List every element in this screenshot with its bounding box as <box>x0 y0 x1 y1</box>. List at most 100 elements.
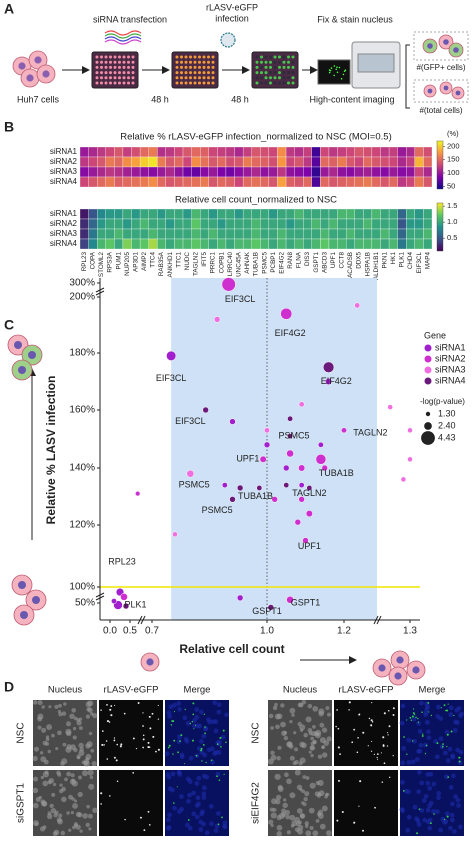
well <box>273 81 277 85</box>
micrograph-spot <box>216 743 219 745</box>
micrograph-texture <box>425 704 430 710</box>
well <box>260 81 263 85</box>
annotation: PSMC5 <box>202 505 233 515</box>
heatmap-cell <box>303 228 312 240</box>
micrograph-spot <box>66 771 72 777</box>
nucleus-icon <box>14 341 22 349</box>
heatmap-cell <box>79 238 89 250</box>
heatmap-cell <box>208 238 218 250</box>
micrograph-texture <box>401 746 407 751</box>
annotation: EIF3CL <box>156 373 187 383</box>
heatmap-cell <box>414 156 424 168</box>
heatmap-cell <box>182 218 192 230</box>
column-label: RAN8 <box>287 252 294 269</box>
well <box>260 65 263 69</box>
heatmap-cell <box>208 166 218 178</box>
heatmap-cell <box>165 238 175 250</box>
micrograph-spot <box>270 823 274 828</box>
heatmap-cell <box>105 156 115 168</box>
heatmap-cell <box>157 146 167 158</box>
micrograph-spot <box>65 721 72 727</box>
heatmap-cell <box>345 176 355 188</box>
micrograph-texture <box>166 825 172 830</box>
heatmap-cell <box>320 146 330 158</box>
micrograph-texture <box>198 827 204 832</box>
well <box>189 65 192 69</box>
micrograph-spot <box>101 730 104 732</box>
column-label: MAP4 <box>424 252 431 270</box>
column-label: IFIT5 <box>201 252 208 267</box>
micrograph-texture <box>452 728 458 733</box>
heatmap-cell <box>260 218 270 230</box>
micrograph-texture <box>187 825 193 831</box>
heatmap-cell <box>388 156 398 168</box>
heatmap-cell <box>191 218 201 230</box>
micrograph-spot <box>276 756 281 761</box>
micrograph-spot <box>314 791 320 797</box>
micrograph-spot <box>387 734 389 736</box>
micrograph-texture <box>196 775 202 781</box>
micrograph-spot <box>105 740 108 742</box>
micrograph-spot <box>299 728 304 732</box>
micrograph-spot <box>416 832 419 835</box>
micrograph-spot <box>149 727 152 730</box>
heatmap-cell <box>79 176 89 188</box>
sirna-strand <box>104 33 142 39</box>
heatmap-cell <box>131 218 141 230</box>
monitor-dot <box>342 73 345 76</box>
micrograph-spot <box>124 818 126 821</box>
micrograph-spot <box>309 825 314 831</box>
micrograph-spot <box>294 759 299 765</box>
imager-door <box>357 53 395 73</box>
heatmap-cell <box>328 238 338 250</box>
column-label: PUM1 <box>115 252 122 270</box>
heatmap-cell <box>277 218 287 230</box>
legend-title: Gene <box>424 330 446 340</box>
point <box>302 537 309 544</box>
heatmap-cell <box>363 208 373 220</box>
micrograph-texture <box>194 707 200 712</box>
micrograph-spot <box>402 789 405 792</box>
micrograph-spot <box>294 769 301 776</box>
column-label: COPA <box>90 251 97 269</box>
heatmap-cell <box>148 176 158 188</box>
micrograph-spot <box>409 716 412 719</box>
micrograph-spot <box>70 773 75 778</box>
heatmap-cell <box>337 228 347 240</box>
panel-letter: C <box>4 317 14 333</box>
micrograph-spot <box>78 750 85 757</box>
well <box>189 60 192 64</box>
micrograph-spot <box>46 813 53 820</box>
micrograph-spot <box>270 726 274 730</box>
micrograph-spot <box>309 745 316 751</box>
annotation: PSMC5 <box>278 430 309 440</box>
micrograph-spot <box>428 711 430 713</box>
micrograph-texture <box>431 781 437 787</box>
micrograph-spot <box>139 816 142 819</box>
micrograph-spot <box>283 735 289 741</box>
nucleus-icon <box>394 672 402 680</box>
well <box>193 71 197 75</box>
well <box>260 71 263 75</box>
well <box>184 76 188 80</box>
micrograph-spot <box>193 728 195 730</box>
heatmap-cell <box>234 166 244 178</box>
micrograph-spot <box>317 754 323 759</box>
nucleus-icon <box>427 43 433 49</box>
column-label: TAGLN2 <box>193 252 200 277</box>
column-label: PRRC1 <box>210 252 217 274</box>
micrograph-spot <box>376 758 379 760</box>
colorbar-tick-label: 100 <box>447 168 460 177</box>
micrograph-spot <box>433 813 435 815</box>
heatmap-cell <box>285 228 295 240</box>
micrograph-spot <box>116 743 119 746</box>
micrograph <box>99 700 163 766</box>
micrograph-texture <box>172 805 177 811</box>
micrograph-texture <box>427 825 433 831</box>
heatmap-cell <box>174 156 184 168</box>
micrograph-spot <box>446 709 449 712</box>
well <box>118 65 121 69</box>
heatmap-cell <box>303 156 312 168</box>
micrograph-texture <box>194 814 200 820</box>
well <box>104 65 108 69</box>
